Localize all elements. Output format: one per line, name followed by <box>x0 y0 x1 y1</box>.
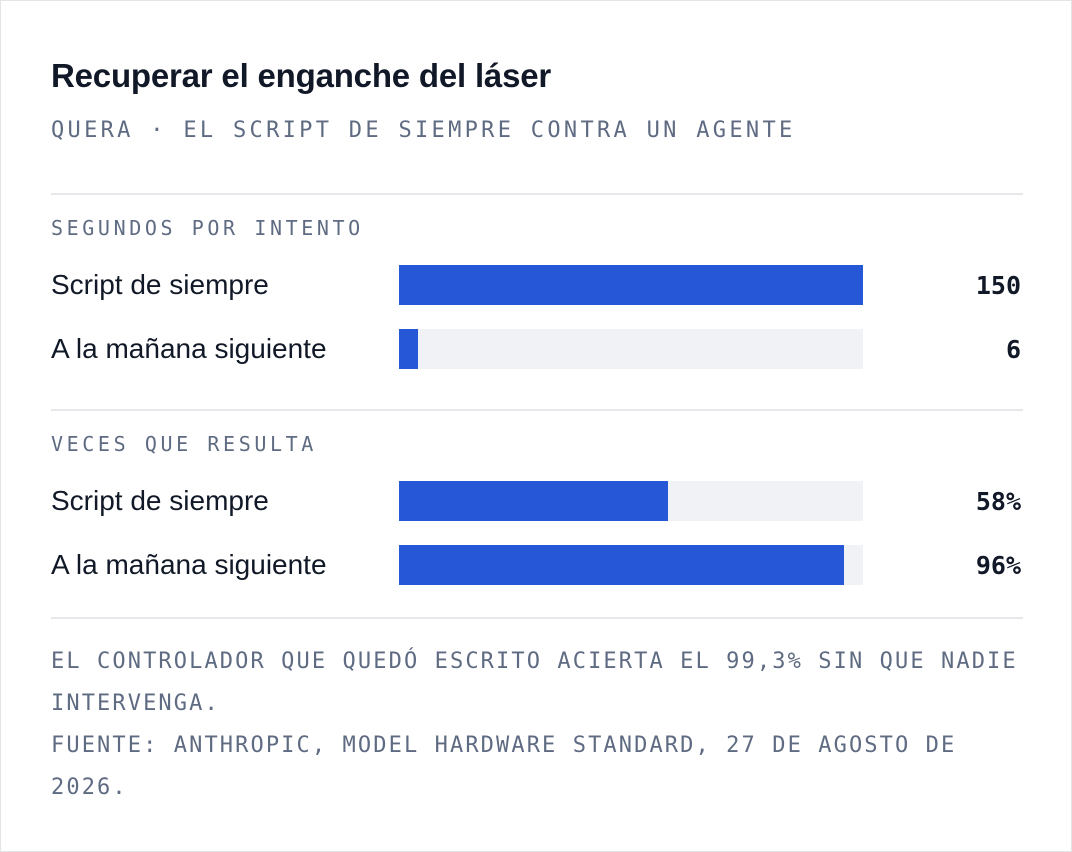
bar-label: Script de siempre <box>51 485 269 516</box>
chart-subtitle: QUERA · EL SCRIPT DE SIEMPRE CONTRA UN A… <box>51 118 796 143</box>
footnote-note: EL CONTROLADOR QUE QUEDÓ ESCRITO ACIERTA… <box>51 649 1018 716</box>
bar-value-label: 96% <box>975 551 1021 580</box>
bar <box>399 545 845 585</box>
bar-value-label: 58% <box>975 487 1021 516</box>
footnote-source: FUENTE: ANTHROPIC, MODEL HARDWARE STANDA… <box>51 733 957 800</box>
bar <box>399 481 669 521</box>
bar-track <box>399 481 863 521</box>
bar <box>399 265 863 305</box>
panel-label-seconds: SEGUNDOS POR INTENTO <box>51 216 364 240</box>
bar <box>399 329 418 369</box>
bar-value-label: 150 <box>975 271 1021 300</box>
bar-track <box>399 265 863 305</box>
divider <box>51 617 1023 619</box>
chart-title: Recuperar el enganche del láser <box>51 57 552 94</box>
bar-label: Script de siempre <box>51 269 269 300</box>
bar-label: A la mañana siguiente <box>51 549 327 580</box>
bar-label: A la mañana siguiente <box>51 333 327 364</box>
divider <box>51 193 1023 195</box>
bar-track <box>399 329 863 369</box>
bar-value-label: 6 <box>1005 335 1021 364</box>
divider <box>51 409 1023 411</box>
bar-track <box>399 545 863 585</box>
panel-label-success: VECES QUE RESULTA <box>51 432 317 456</box>
